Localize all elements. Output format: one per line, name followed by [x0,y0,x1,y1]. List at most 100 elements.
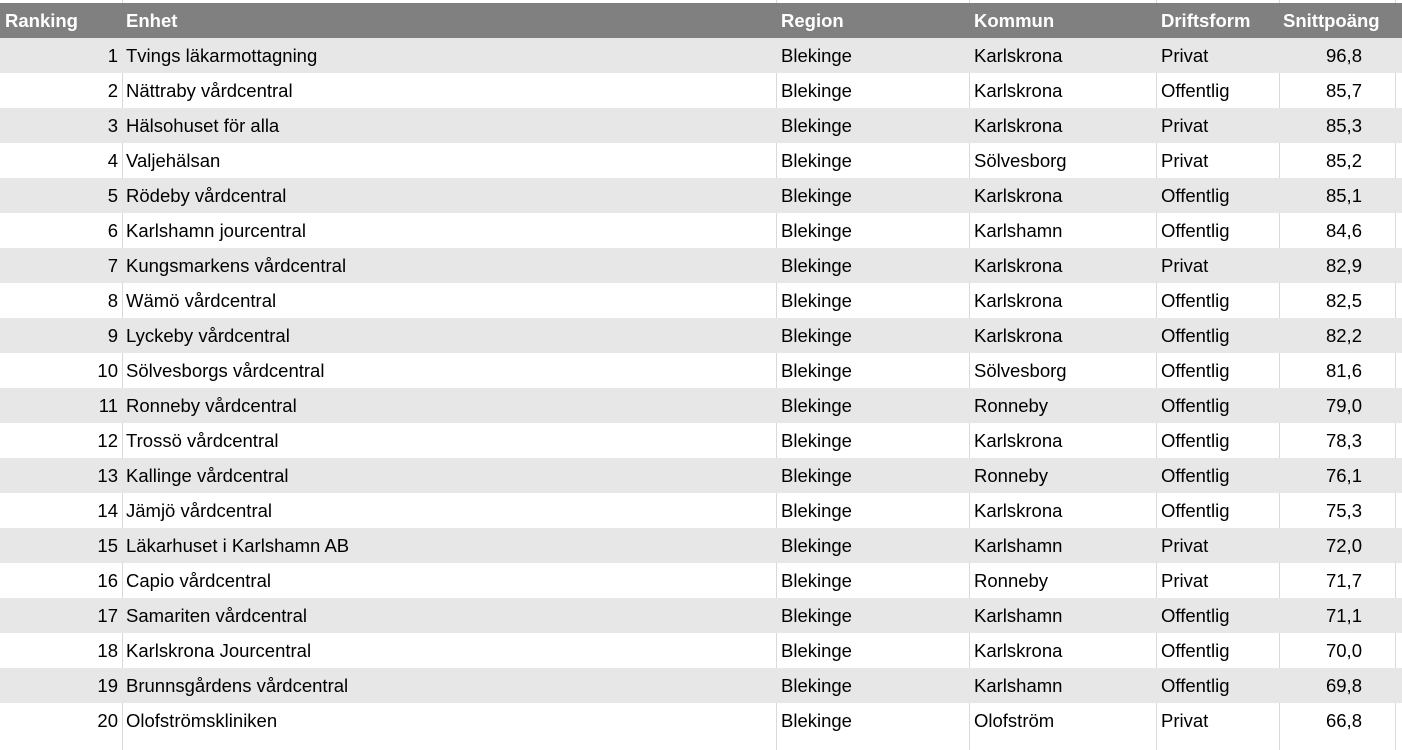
cell-snittpoang[interactable]: 75,3 [1325,500,1362,521]
cell-kommun[interactable]: Karlskrona [974,80,1063,101]
cell-snittpoang[interactable]: 70,0 [1325,640,1362,661]
cell-ranking[interactable]: 10 [97,360,118,381]
cell-kommun[interactable]: Karlskrona [974,115,1063,136]
cell-snittpoang[interactable]: 69,8 [1325,675,1362,696]
cell-driftsform[interactable]: Privat [1161,115,1209,136]
cell-kommun[interactable]: Karlskrona [974,45,1063,66]
cell-driftsform[interactable]: Offentlig [1161,640,1230,661]
cell-driftsform[interactable]: Privat [1161,535,1209,556]
cell-ranking[interactable]: 14 [97,500,118,521]
cell-enhet[interactable]: Trossö vårdcentral [126,430,279,451]
cell-enhet[interactable]: Ronneby vårdcentral [126,395,297,416]
cell-ranking[interactable]: 12 [97,430,118,451]
cell-kommun[interactable]: Olofström [974,710,1055,731]
cell-driftsform[interactable]: Privat [1161,570,1209,591]
cell-region[interactable]: Blekinge [781,220,852,241]
cell-kommun[interactable]: Karlskrona [974,185,1063,206]
cell-driftsform[interactable]: Privat [1161,150,1209,171]
cell-snittpoang[interactable]: 81,6 [1325,360,1362,381]
header-enhet[interactable]: Enhet [126,10,178,31]
cell-kommun[interactable]: Karlskrona [974,325,1063,346]
cell-region[interactable]: Blekinge [781,185,852,206]
cell-driftsform[interactable]: Offentlig [1161,360,1230,381]
cell-snittpoang[interactable]: 84,6 [1325,220,1362,241]
cell-ranking[interactable]: 11 [98,395,118,416]
cell-kommun[interactable]: Sölvesborg [974,360,1067,381]
cell-region[interactable]: Blekinge [781,465,852,486]
cell-snittpoang[interactable]: 85,1 [1325,185,1362,206]
cell-driftsform[interactable]: Offentlig [1161,220,1230,241]
cell-enhet[interactable]: Jämjö vårdcentral [126,500,273,521]
cell-kommun[interactable]: Sölvesborg [974,150,1067,171]
cell-snittpoang[interactable]: 82,2 [1325,325,1362,346]
cell-ranking[interactable]: 15 [97,535,118,556]
cell-kommun[interactable]: Karlshamn [974,605,1063,626]
cell-driftsform[interactable]: Offentlig [1161,290,1230,311]
cell-region[interactable]: Blekinge [781,535,852,556]
cell-kommun[interactable]: Karlshamn [974,675,1063,696]
cell-enhet[interactable]: Valjehälsan [126,150,221,171]
cell-driftsform[interactable]: Privat [1161,45,1209,66]
cell-enhet[interactable]: Samariten vårdcentral [126,605,307,626]
cell-enhet[interactable]: Rödeby vårdcentral [126,185,287,206]
cell-enhet[interactable]: Capio vårdcentral [126,570,271,591]
cell-snittpoang[interactable]: 78,3 [1325,430,1362,451]
cell-enhet[interactable]: Nättraby vårdcentral [126,80,293,101]
header-snittpoang[interactable]: Snittpoäng [1283,10,1380,31]
cell-region[interactable]: Blekinge [781,325,852,346]
cell-snittpoang[interactable]: 82,5 [1325,290,1362,311]
cell-enhet[interactable]: Olofströmskliniken [126,710,278,731]
cell-region[interactable]: Blekinge [781,675,852,696]
cell-enhet[interactable]: Lyckeby vårdcentral [126,325,290,346]
cell-region[interactable]: Blekinge [781,115,852,136]
cell-enhet[interactable]: Karlskrona Jourcentral [126,640,312,661]
cell-driftsform[interactable]: Offentlig [1161,675,1230,696]
cell-snittpoang[interactable]: 85,3 [1325,115,1362,136]
cell-kommun[interactable]: Karlshamn [974,220,1063,241]
cell-snittpoang[interactable]: 82,9 [1325,255,1362,276]
cell-ranking[interactable]: 18 [97,640,118,661]
cell-ranking[interactable]: 20 [97,710,118,731]
cell-region[interactable]: Blekinge [781,255,852,276]
cell-region[interactable]: Blekinge [781,430,852,451]
cell-kommun[interactable]: Ronneby [974,570,1049,591]
cell-driftsform[interactable]: Offentlig [1161,605,1230,626]
cell-region[interactable]: Blekinge [781,395,852,416]
cell-enhet[interactable]: Läkarhuset i Karlshamn AB [126,535,350,556]
header-ranking[interactable]: Ranking [5,10,78,31]
cell-ranking[interactable]: 7 [107,255,118,276]
cell-driftsform[interactable]: Offentlig [1161,430,1230,451]
cell-kommun[interactable]: Karlshamn [974,535,1063,556]
cell-enhet[interactable]: Sölvesborgs vårdcentral [126,360,325,381]
cell-snittpoang[interactable]: 72,0 [1325,535,1362,556]
cell-region[interactable]: Blekinge [781,80,852,101]
cell-enhet[interactable]: Kungsmarkens vårdcentral [126,255,347,276]
cell-ranking[interactable]: 3 [107,115,118,136]
cell-driftsform[interactable]: Privat [1161,255,1209,276]
cell-driftsform[interactable]: Offentlig [1161,325,1230,346]
cell-region[interactable]: Blekinge [781,710,852,731]
cell-region[interactable]: Blekinge [781,45,852,66]
cell-driftsform[interactable]: Privat [1161,710,1209,731]
cell-ranking[interactable]: 19 [97,675,118,696]
cell-driftsform[interactable]: Offentlig [1161,395,1230,416]
header-kommun[interactable]: Kommun [974,10,1055,31]
cell-region[interactable]: Blekinge [781,360,852,381]
cell-ranking[interactable]: 17 [97,605,118,626]
cell-driftsform[interactable]: Offentlig [1161,185,1230,206]
cell-ranking[interactable]: 8 [107,290,118,311]
cell-driftsform[interactable]: Offentlig [1161,465,1230,486]
cell-kommun[interactable]: Karlskrona [974,640,1063,661]
cell-region[interactable]: Blekinge [781,570,852,591]
cell-kommun[interactable]: Karlskrona [974,500,1063,521]
cell-region[interactable]: Blekinge [781,150,852,171]
cell-driftsform[interactable]: Offentlig [1161,80,1230,101]
cell-region[interactable]: Blekinge [781,605,852,626]
cell-enhet[interactable]: Tvings läkarmottagning [126,45,318,66]
cell-snittpoang[interactable]: 71,1 [1325,605,1362,626]
cell-ranking[interactable]: 6 [107,220,118,241]
cell-ranking[interactable]: 2 [107,80,118,101]
cell-ranking[interactable]: 5 [107,185,118,206]
cell-kommun[interactable]: Ronneby [974,395,1049,416]
cell-region[interactable]: Blekinge [781,290,852,311]
